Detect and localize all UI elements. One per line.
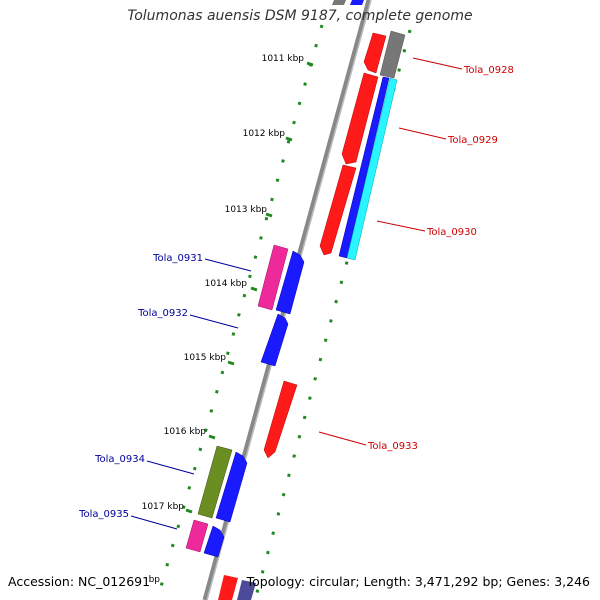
gene-tola-0929 <box>341 72 379 165</box>
gene-tola-0934 <box>197 445 233 519</box>
gene-tola-0933 <box>263 380 298 459</box>
gene-label[interactable]: Tola_0929 <box>447 135 498 146</box>
genes-reverse <box>185 244 305 558</box>
map-title: Tolumonas auensis DSM 9187, complete gen… <box>127 8 473 24</box>
gene-blue-0935 <box>203 525 225 558</box>
gene-gray-0928 <box>379 30 406 79</box>
gene-labels: Tola_0928 Tola_0929 Tola_0930 Tola_0933 … <box>78 65 514 520</box>
gene-label[interactable]: Tola_0934 <box>94 454 145 465</box>
accession-text: Accession: NC_012691 <box>8 574 151 589</box>
kbp-label: 1014 kbp <box>205 279 248 289</box>
gene-label[interactable]: Tola_0932 <box>137 308 188 319</box>
topology-text: Topology: circular; Length: 3,471,292 bp… <box>246 574 590 589</box>
kbp-label: 1016 kbp <box>164 427 207 437</box>
gene-blue-top <box>350 0 364 5</box>
gene-tola-0931 <box>257 244 289 311</box>
gene-cyan-long <box>346 77 398 261</box>
kbp-label: 1013 kbp <box>225 205 268 215</box>
gene-slate-bottom <box>237 580 256 600</box>
gene-label[interactable]: Tola_0933 <box>367 441 418 452</box>
kbp-label: 1011 kbp <box>262 54 305 64</box>
kbp-label: 1015 kbp <box>184 353 227 363</box>
kbp-label: 1017 kbp <box>142 502 185 512</box>
gene-tola-0935 <box>185 519 209 553</box>
kbp-label: 1012 kbp <box>243 129 286 139</box>
gene-label[interactable]: Tola_0935 <box>78 509 129 520</box>
gene-tola-0930 <box>319 164 357 256</box>
gene-label[interactable]: Tola_0928 <box>463 65 514 76</box>
gene-blue-0931 <box>275 250 305 315</box>
gene-blue-0934 <box>215 451 248 523</box>
gene-tola-0932 <box>260 313 289 367</box>
gene-tola-0928 <box>363 32 387 74</box>
gene-gray-top <box>332 0 346 5</box>
leader-lines <box>130 57 463 530</box>
kbp-label-partial: bp <box>149 575 161 585</box>
gene-red-bottom <box>218 575 238 600</box>
kbp-labels: 1011 kbp 1012 kbp 1013 kbp 1014 kbp 1015… <box>142 54 305 585</box>
major-ticks <box>185 61 314 514</box>
genes-forward <box>218 0 406 600</box>
gene-label[interactable]: Tola_0931 <box>152 253 203 264</box>
gene-label[interactable]: Tola_0930 <box>426 227 477 238</box>
